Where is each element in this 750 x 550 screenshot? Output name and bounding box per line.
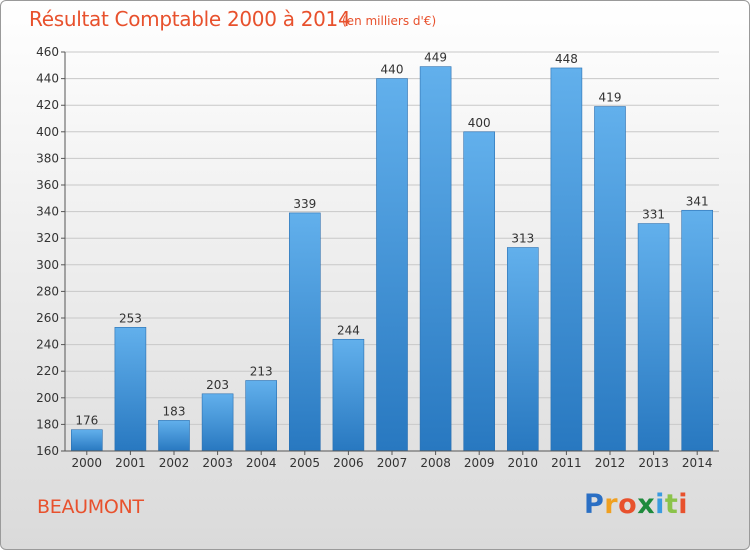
y-tick-label: 360 bbox=[36, 178, 59, 192]
value-label: 313 bbox=[511, 232, 534, 246]
value-label: 203 bbox=[206, 378, 229, 392]
x-tick-label: 2011 bbox=[551, 456, 582, 470]
y-tick-label: 180 bbox=[36, 417, 59, 431]
bars bbox=[71, 66, 714, 452]
x-tick-label: 2013 bbox=[638, 456, 669, 470]
y-tick-label: 240 bbox=[36, 338, 59, 352]
x-tick-label: 2008 bbox=[420, 456, 451, 470]
x-tick-label: 2005 bbox=[290, 456, 321, 470]
x-tick-label: 2000 bbox=[72, 456, 103, 470]
value-label: 448 bbox=[555, 52, 578, 66]
y-tick-label: 380 bbox=[36, 151, 59, 165]
logo-letter: i bbox=[678, 489, 689, 520]
town-name: BEAUMONT bbox=[37, 496, 144, 518]
y-tick-label: 280 bbox=[36, 284, 59, 298]
y-tick-label: 420 bbox=[36, 98, 59, 112]
value-labels: 176 253 183 203 213 339 244 440 449 400 313 448 419 3… bbox=[75, 51, 708, 428]
bar-2002 bbox=[158, 420, 190, 452]
proxiti-logo: Proxiti bbox=[584, 489, 688, 520]
value-label: 183 bbox=[163, 404, 186, 418]
bar-2011 bbox=[550, 67, 583, 452]
y-tick-label: 200 bbox=[36, 391, 59, 405]
bar-2008 bbox=[419, 66, 452, 452]
bar-2005 bbox=[288, 212, 321, 452]
value-label: 244 bbox=[337, 323, 360, 337]
x-tick-label: 2009 bbox=[464, 456, 495, 470]
bar-2014 bbox=[681, 209, 714, 452]
x-tick-label: 2002 bbox=[159, 456, 190, 470]
bar-2007 bbox=[376, 78, 408, 452]
y-tick-label: 320 bbox=[36, 231, 59, 245]
x-tick-label: 2012 bbox=[595, 456, 626, 470]
value-label: 341 bbox=[686, 194, 709, 208]
value-label: 419 bbox=[599, 91, 622, 105]
logo-letter: r bbox=[604, 489, 619, 520]
value-label: 331 bbox=[642, 208, 665, 222]
logo-letter: t bbox=[664, 489, 679, 520]
y-tick-label: 220 bbox=[36, 364, 59, 378]
y-tick-labels: 160 180 200 220 240 260 280 300 320 340 360 380 400 4… bbox=[36, 45, 59, 458]
x-tick-label: 2010 bbox=[508, 456, 539, 470]
y-tick-label: 400 bbox=[36, 125, 59, 139]
value-label: 213 bbox=[250, 365, 273, 379]
bar-2003 bbox=[201, 393, 234, 452]
logo-letter: o bbox=[618, 489, 638, 520]
y-tick-label: 160 bbox=[36, 444, 59, 458]
x-tick-label: 2007 bbox=[377, 456, 408, 470]
y-tick-label: 460 bbox=[36, 45, 59, 59]
y-tick-label: 300 bbox=[36, 258, 59, 272]
unit-note: (en milliers d'€) bbox=[342, 14, 437, 28]
value-label: 449 bbox=[424, 51, 447, 65]
y-tick-label: 260 bbox=[36, 311, 59, 325]
x-tick-label: 2004 bbox=[246, 456, 277, 470]
value-label: 400 bbox=[468, 116, 491, 130]
value-label: 440 bbox=[381, 63, 404, 77]
logo-letter: P bbox=[584, 489, 605, 520]
bar-2004 bbox=[245, 380, 277, 452]
bar-2006 bbox=[332, 338, 365, 452]
bar-2013 bbox=[637, 223, 670, 452]
logo-letter: x bbox=[637, 489, 656, 520]
x-tick-labels: 2000 2001 2002 2003 2004 2005 2006 2007 2008 2009… bbox=[72, 451, 713, 470]
logo-letter: i bbox=[655, 489, 665, 520]
x-tick-label: 2006 bbox=[333, 456, 364, 470]
y-tick-label: 340 bbox=[36, 205, 59, 219]
x-tick-label: 2001 bbox=[115, 456, 146, 470]
bar-2000 bbox=[71, 429, 103, 452]
value-label: 176 bbox=[75, 414, 98, 428]
y-tick-label: 440 bbox=[36, 72, 59, 86]
bar-2012 bbox=[594, 106, 626, 452]
value-label: 339 bbox=[293, 197, 316, 211]
x-tick-label: 2014 bbox=[682, 456, 713, 470]
bar-2010 bbox=[506, 247, 539, 452]
bar-2009 bbox=[463, 131, 496, 452]
chart-title: Résultat Comptable 2000 à 2014 bbox=[29, 7, 351, 31]
value-label: 253 bbox=[119, 311, 142, 325]
bar-2001 bbox=[114, 327, 147, 452]
x-tick-label: 2003 bbox=[202, 456, 233, 470]
